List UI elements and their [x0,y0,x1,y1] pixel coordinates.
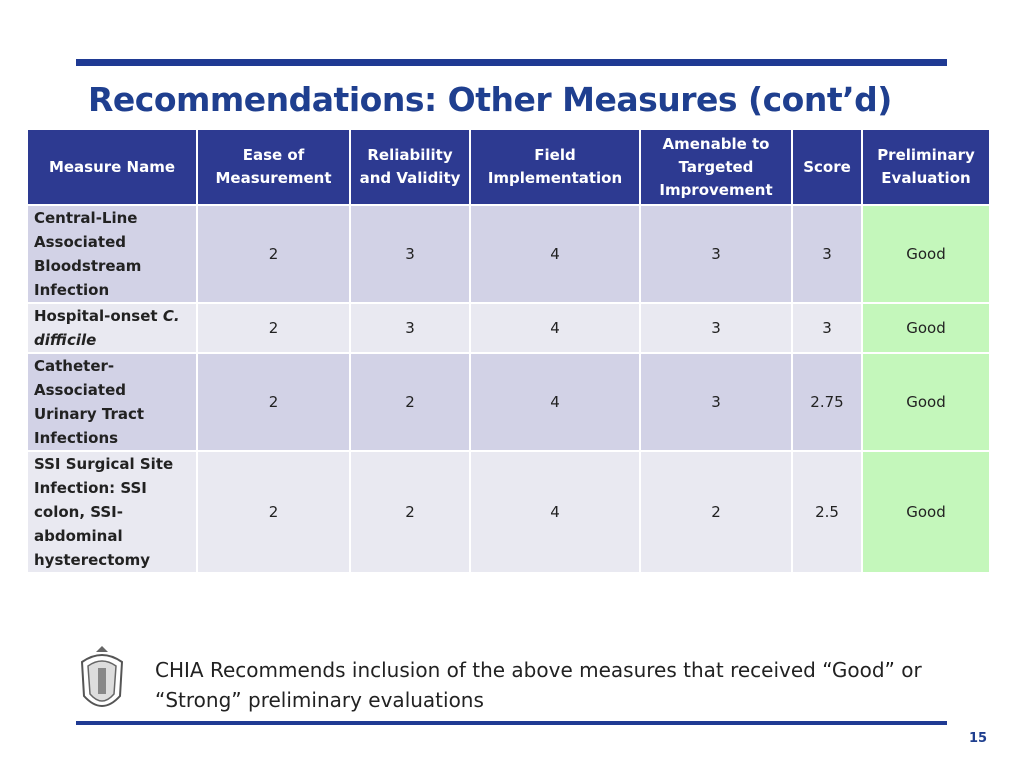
header-cell: Field Implementation [469,128,641,206]
value-cell: 3 [639,302,793,354]
measure-name-cell: Hospital-onset C. difficile [26,302,198,354]
value-cell: 3 [349,204,471,304]
header-cell: Reliability and Validity [349,128,471,206]
evaluation-cell: Good [861,352,991,452]
value-cell: 2 [196,450,351,574]
table-row: SSI Surgical Site Infection: SSI colon, … [26,450,991,574]
footer-note: CHIA Recommends inclusion of the above m… [155,658,922,712]
evaluation-cell: Good [861,450,991,574]
value-cell: 4 [469,302,641,354]
value-cell: 3 [791,204,863,304]
measure-name-italic: C. difficile [34,307,180,349]
value-cell: 3 [639,352,793,452]
measure-name: Central-Line Associated Bloodstream Infe… [34,209,142,299]
table-row: Central-Line Associated Bloodstream Infe… [26,204,991,304]
top-rule [76,59,947,66]
header-cell: Preliminary Evaluation [861,128,991,206]
value-cell: 2 [639,450,793,574]
measure-name-cell: Catheter-Associated Urinary Tract Infect… [26,352,198,452]
seal-icon [80,646,124,707]
evaluation-cell: Good [861,204,991,304]
header-cell: Amenable to Targeted Improvement [639,128,793,206]
page-number: 15 [969,731,988,746]
header-cell: Score [791,128,863,206]
header-cell: Measure Name [26,128,198,206]
value-cell: 2.5 [791,450,863,574]
table-row: Hospital-onset C. difficile 2 3 4 3 3 Good [26,302,991,354]
table-row: Catheter-Associated Urinary Tract Infect… [26,352,991,452]
value-cell: 3 [349,302,471,354]
value-cell: 4 [469,352,641,452]
header-cell: Ease of Measurement [196,128,351,206]
value-cell: 2.75 [791,352,863,452]
value-cell: 4 [469,204,641,304]
bottom-rule [76,721,947,725]
measure-name: SSI Surgical Site Infection: SSI colon, … [34,455,174,569]
value-cell: 4 [469,450,641,574]
measures-table: Measure Name Ease of Measurement Reliabili… [26,128,991,574]
measure-name: Hospital-onset [34,307,158,325]
slide-title: Recommendations: Other Measures (cont’d) [88,80,892,119]
measure-name-cell: Central-Line Associated Bloodstream Infe… [26,204,198,304]
value-cell: 3 [791,302,863,354]
value-cell: 2 [196,302,351,354]
measure-name-cell: SSI Surgical Site Infection: SSI colon, … [26,450,198,574]
value-cell: 2 [349,352,471,452]
evaluation-cell: Good [861,302,991,354]
measure-name: Catheter-Associated Urinary Tract Infect… [34,357,145,447]
value-cell: 2 [196,352,351,452]
header-row: Measure Name Ease of Measurement Reliabili… [26,128,991,206]
value-cell: 3 [639,204,793,304]
value-cell: 2 [349,450,471,574]
value-cell: 2 [196,204,351,304]
